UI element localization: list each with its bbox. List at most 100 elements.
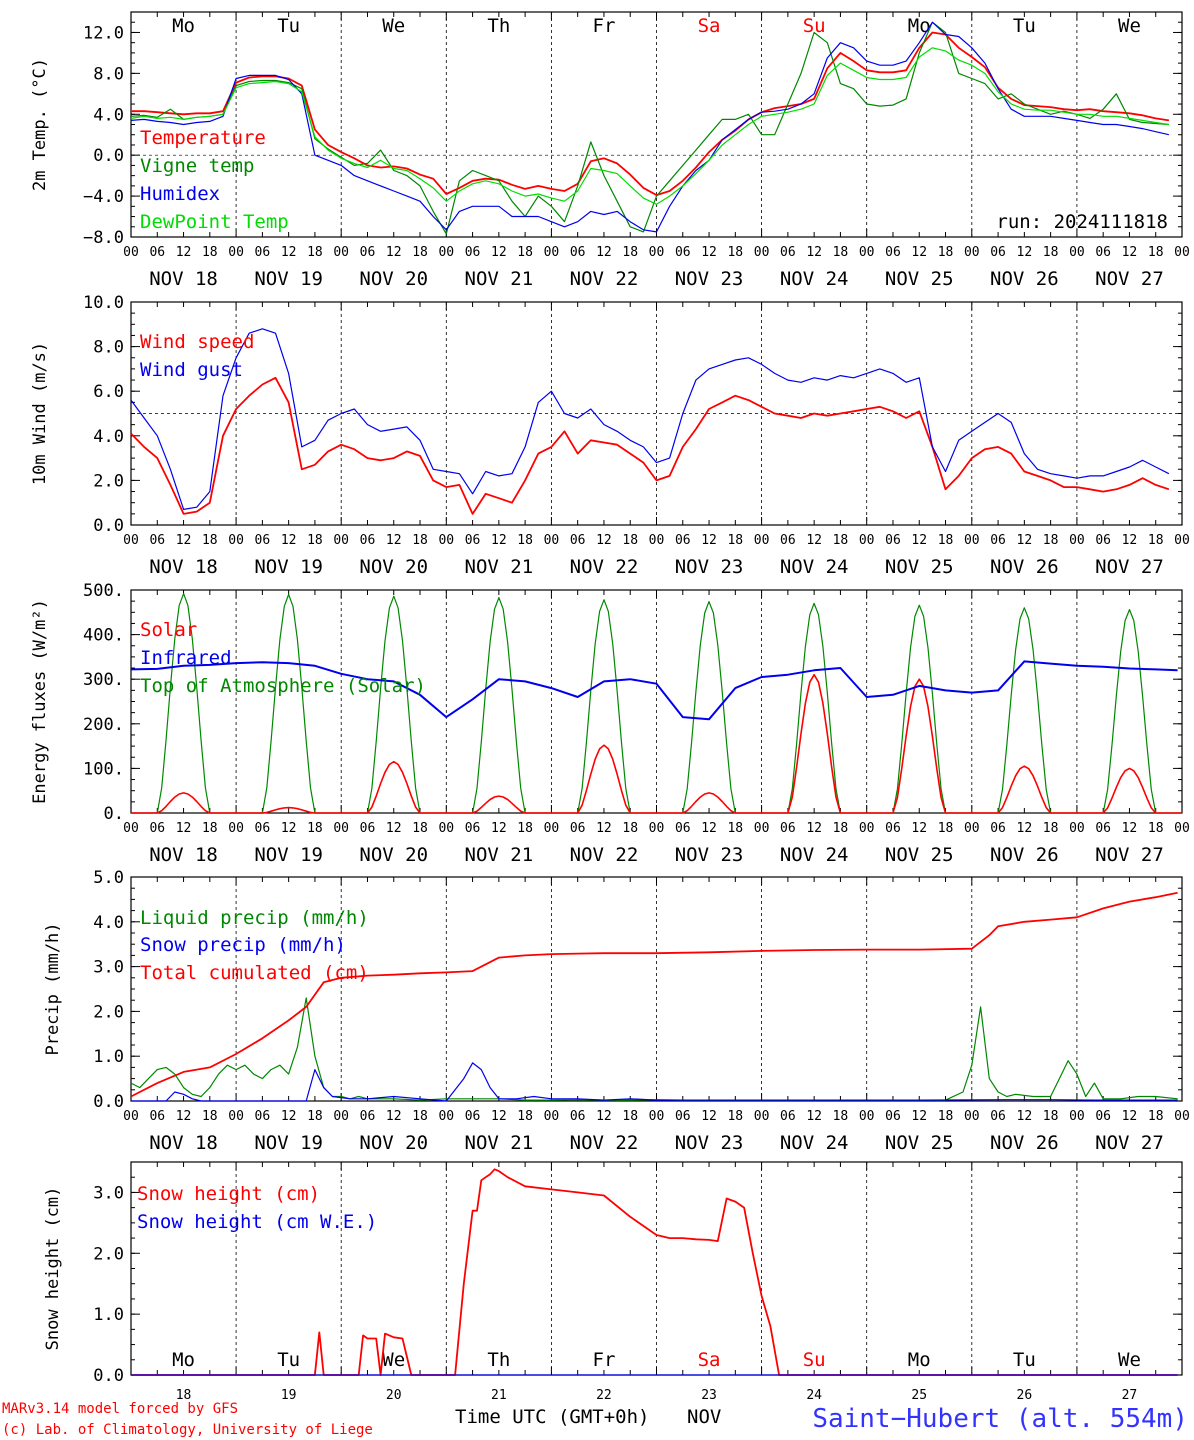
hour-tick-label: 00: [754, 533, 770, 548]
hour-tick-label: 18: [412, 1109, 428, 1124]
hour-tick-label: 12: [1122, 821, 1138, 836]
day-number-label: 24: [806, 1388, 822, 1403]
series-blue: [130, 21, 1170, 233]
day-label: Mo: [908, 1349, 931, 1371]
day-number-label: 20: [386, 1388, 402, 1403]
hour-tick-label: 00: [649, 533, 665, 548]
date-label: NOV 26: [990, 1132, 1059, 1154]
hour-tick-label: 00: [1069, 245, 1085, 260]
hour-tick-label: 18: [412, 821, 428, 836]
y-tick-label: −8.0: [83, 228, 124, 248]
hour-tick-label: 12: [281, 1109, 297, 1124]
hour-tick-label: 12: [1017, 821, 1033, 836]
date-label: NOV 20: [359, 556, 428, 578]
hour-tick-label: 00: [123, 821, 139, 836]
hour-tick-label: 18: [727, 1109, 743, 1124]
hour-tick-label: 18: [307, 245, 323, 260]
hour-tick-label: 06: [255, 245, 271, 260]
hour-tick-label: 00: [1174, 533, 1190, 548]
legend-entry: DewPoint Temp: [140, 211, 289, 233]
date-label: NOV 26: [990, 556, 1059, 578]
y-tick-label: 8.0: [93, 338, 124, 358]
hour-tick-label: 12: [1017, 533, 1033, 548]
hour-tick-label: 00: [964, 821, 980, 836]
hour-tick-label: 18: [622, 533, 638, 548]
hour-tick-label: 06: [255, 821, 271, 836]
y-tick-label: 0.0: [93, 1092, 124, 1112]
date-label: NOV 27: [1095, 556, 1164, 578]
hour-tick-label: 06: [360, 821, 376, 836]
day-label: Tu: [277, 15, 300, 37]
hour-tick-label: 18: [202, 533, 218, 548]
day-label: Tu: [277, 1349, 300, 1371]
series-solar: [131, 673, 1182, 814]
hour-tick-label: 12: [281, 533, 297, 548]
hour-tick-label: 12: [911, 533, 927, 548]
hour-tick-label: 06: [780, 1109, 796, 1124]
hour-tick-label: 00: [754, 245, 770, 260]
hour-tick-label: 18: [727, 245, 743, 260]
legend-entry: Total cumulated (cm): [140, 962, 369, 984]
series-red: [130, 891, 1178, 1098]
hour-tick-label: 06: [570, 1109, 586, 1124]
hour-tick-label: 12: [701, 821, 717, 836]
hour-tick-label: 00: [754, 1109, 770, 1124]
date-label: NOV 25: [885, 268, 954, 290]
hour-tick-label: 12: [596, 1109, 612, 1124]
hour-tick-label: 00: [333, 1109, 349, 1124]
hour-tick-label: 06: [990, 245, 1006, 260]
footer-lab: (c) Lab. of Climatology, University of L…: [2, 1422, 373, 1438]
hour-tick-label: 18: [202, 245, 218, 260]
hour-tick-label: 12: [911, 821, 927, 836]
x-axis-month: NOV: [687, 1406, 721, 1428]
hour-tick-label: 00: [649, 245, 665, 260]
hour-tick-label: 06: [885, 533, 901, 548]
date-label: NOV 20: [359, 844, 428, 866]
hour-tick-label: 06: [149, 245, 165, 260]
day-number-label: 19: [281, 1388, 297, 1403]
y-tick-label: 1.0: [93, 1305, 124, 1325]
hour-tick-label: 00: [228, 245, 244, 260]
footer-model: MARv3.14 model forced by GFS: [2, 1401, 238, 1417]
date-label: NOV 23: [675, 268, 744, 290]
hour-tick-label: 06: [780, 245, 796, 260]
day-label: Sa: [698, 1349, 721, 1371]
series-lightgreen: [130, 47, 1169, 205]
legend-entry: Top of Atmosphere (Solar): [140, 675, 426, 697]
date-label: NOV 24: [780, 556, 849, 578]
y-tick-label: −4.0: [83, 187, 124, 207]
hour-tick-label: 18: [622, 245, 638, 260]
y-tick-label: 3.0: [93, 1183, 124, 1203]
x-axis-label: Time UTC (GMT+0h): [455, 1406, 649, 1428]
hour-tick-label: 12: [491, 1109, 507, 1124]
hour-tick-label: 06: [675, 1109, 691, 1124]
date-label: NOV 19: [254, 268, 323, 290]
hour-tick-label: 12: [1017, 245, 1033, 260]
hour-tick-label: 18: [1043, 1109, 1059, 1124]
hour-tick-label: 18: [517, 1109, 533, 1124]
date-label: NOV 27: [1095, 268, 1164, 290]
hour-tick-label: 18: [1148, 1109, 1164, 1124]
date-label: NOV 23: [675, 1132, 744, 1154]
hour-tick-label: 06: [1095, 533, 1111, 548]
hour-tick-label: 18: [727, 533, 743, 548]
hour-tick-label: 06: [149, 1109, 165, 1124]
hour-tick-label: 00: [438, 1109, 454, 1124]
y-tick-label: 1.0: [93, 1047, 124, 1067]
hour-tick-label: 12: [596, 245, 612, 260]
hour-tick-label: 00: [859, 1109, 875, 1124]
hour-tick-label: 00: [859, 533, 875, 548]
run-annotation: run: 2024111818: [996, 211, 1168, 233]
hour-tick-label: 00: [123, 1109, 139, 1124]
hour-tick-label: 06: [780, 533, 796, 548]
date-label: NOV 19: [254, 844, 323, 866]
hour-tick-label: 12: [596, 533, 612, 548]
hour-tick-label: 00: [228, 821, 244, 836]
hour-tick-label: 00: [544, 533, 560, 548]
hour-tick-label: 00: [649, 821, 665, 836]
y-tick-label: 0.: [104, 804, 124, 824]
hour-tick-label: 00: [123, 533, 139, 548]
hour-tick-label: 18: [938, 1109, 954, 1124]
hour-tick-label: 18: [517, 533, 533, 548]
y-tick-label: 0.0: [93, 146, 124, 166]
